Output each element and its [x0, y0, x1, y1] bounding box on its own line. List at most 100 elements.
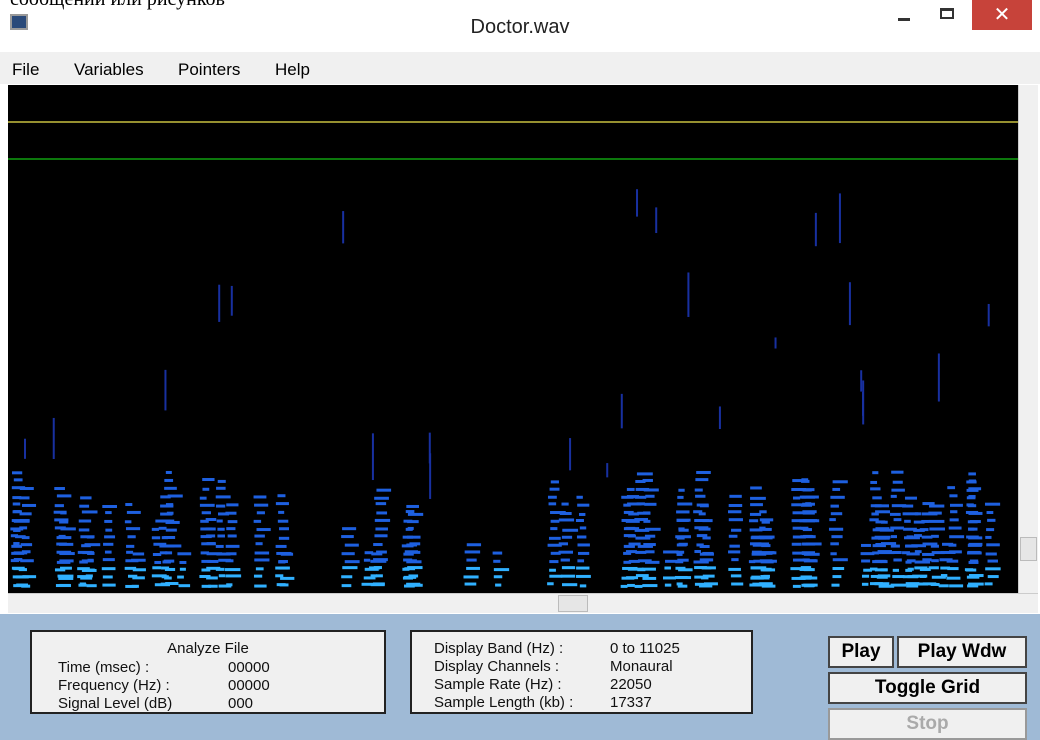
- streak: [907, 575, 918, 578]
- streak: [403, 577, 413, 580]
- streak: [550, 488, 560, 491]
- value: 0 to 11025: [610, 640, 680, 657]
- streak: [749, 519, 758, 522]
- streak: [577, 504, 589, 507]
- streak: [342, 566, 357, 569]
- streak: [920, 528, 929, 531]
- minimize-button[interactable]: [898, 18, 910, 21]
- play-wdw-button[interactable]: Play Wdw: [897, 636, 1027, 668]
- streak: [729, 495, 741, 498]
- streak: [13, 510, 20, 513]
- streak: [643, 520, 650, 523]
- streak: [561, 559, 570, 562]
- streak: [549, 502, 557, 505]
- streak: [160, 505, 173, 508]
- streak: [879, 551, 894, 554]
- streak: [580, 584, 586, 587]
- streak: [376, 502, 386, 505]
- streak: [793, 497, 800, 500]
- streak: [606, 463, 608, 477]
- streak: [643, 479, 653, 482]
- streak: [644, 488, 659, 491]
- label: Display Band (Hz) :: [434, 640, 563, 657]
- streak: [254, 575, 262, 578]
- streak: [914, 534, 922, 537]
- streak: [12, 471, 22, 474]
- streak: [60, 567, 72, 570]
- display-box: Display Band (Hz) : 0 to 11025 Display C…: [410, 630, 753, 714]
- streak: [643, 543, 656, 546]
- streak: [763, 560, 777, 563]
- streak: [635, 585, 643, 588]
- label: Sample Length (kb) :: [434, 694, 573, 711]
- streak: [60, 511, 66, 514]
- streak: [929, 566, 939, 569]
- streak: [87, 584, 97, 587]
- streak: [275, 574, 283, 577]
- streak: [549, 569, 556, 572]
- maximize-button[interactable]: [940, 8, 954, 19]
- streak: [687, 272, 689, 317]
- streak: [276, 545, 287, 548]
- streak: [55, 504, 64, 507]
- streak: [621, 585, 628, 588]
- streak: [763, 568, 772, 571]
- streak: [20, 512, 32, 515]
- streak: [59, 584, 70, 587]
- scroll-thumb[interactable]: [558, 595, 588, 612]
- streak: [906, 552, 919, 555]
- streak: [280, 577, 294, 580]
- streak: [22, 504, 36, 507]
- horizontal-scrollbar[interactable]: [8, 593, 1038, 613]
- streak: [164, 479, 173, 482]
- streak: [801, 566, 811, 569]
- streak: [218, 559, 231, 562]
- streak: [371, 583, 385, 586]
- streak: [257, 528, 271, 531]
- streak: [164, 487, 177, 490]
- streak: [879, 585, 895, 588]
- streak: [719, 406, 721, 429]
- menu-item[interactable]: Help: [275, 60, 310, 80]
- streak: [760, 536, 773, 539]
- play-button[interactable]: Play: [828, 636, 894, 668]
- streak: [966, 480, 976, 483]
- menu-item[interactable]: File: [12, 60, 39, 80]
- menu-item[interactable]: Pointers: [178, 60, 240, 80]
- streak: [753, 544, 768, 547]
- scroll-thumb[interactable]: [1020, 537, 1037, 561]
- streak: [629, 560, 640, 563]
- streak: [59, 543, 73, 546]
- vertical-scrollbar[interactable]: [1018, 85, 1038, 593]
- streak: [802, 503, 815, 506]
- streak: [861, 559, 870, 562]
- streak: [892, 575, 904, 578]
- close-button[interactable]: ✕: [972, 0, 1032, 30]
- streak: [677, 496, 683, 499]
- streak: [968, 536, 982, 539]
- streak: [254, 495, 267, 498]
- streak: [932, 576, 946, 579]
- streak: [217, 534, 225, 537]
- streak: [226, 503, 238, 506]
- streak: [677, 519, 689, 522]
- toggle-grid-button[interactable]: Toggle Grid: [828, 672, 1027, 704]
- streak: [839, 193, 841, 243]
- streak: [162, 536, 168, 539]
- menu-item[interactable]: Variables: [74, 60, 144, 80]
- streak: [802, 551, 815, 554]
- streak: [860, 370, 862, 391]
- streak: [663, 576, 676, 579]
- streak: [676, 576, 691, 579]
- streak: [493, 552, 503, 555]
- streak: [894, 518, 902, 521]
- streak: [88, 559, 94, 562]
- streak: [59, 535, 66, 538]
- streak: [929, 520, 945, 523]
- streak: [161, 520, 174, 523]
- streak: [577, 559, 584, 562]
- streak: [79, 505, 89, 508]
- streak: [829, 528, 843, 531]
- streak: [731, 582, 743, 585]
- streak: [627, 488, 635, 491]
